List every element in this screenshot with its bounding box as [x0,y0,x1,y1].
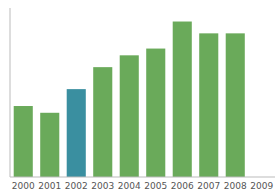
bar [199,33,218,177]
bar [146,49,165,177]
bar [173,22,192,177]
x-tick-label: 2002 [65,181,88,191]
chart-container: 20002001 20022003 20042005 20062007 20082009 [0,0,280,195]
x-tick-label: 2005 [144,181,167,191]
x-tick-label: 2004 [118,181,141,191]
bar [14,106,33,177]
x-axis-line [10,177,275,178]
bar [40,113,59,177]
x-tick-label: 2007 [197,181,220,191]
x-tick-label: 2009 [250,181,273,191]
x-tick-label: 2001 [38,181,61,191]
bar [120,55,139,177]
chart: 20002001 20022003 20042005 20062007 20082009 [0,0,280,195]
x-tick-label: 2000 [12,181,35,191]
bars [14,22,245,177]
x-tick-label: 2003 [91,181,114,191]
bar [226,33,245,177]
x-tick-label: 2008 [224,181,247,191]
x-tick-labels: 20002001 20022003 20042005 20062007 20082009 [12,181,274,191]
x-tick-label: 2006 [171,181,194,191]
y-axis-line [10,8,11,177]
bar [93,67,112,177]
bar [67,89,86,177]
